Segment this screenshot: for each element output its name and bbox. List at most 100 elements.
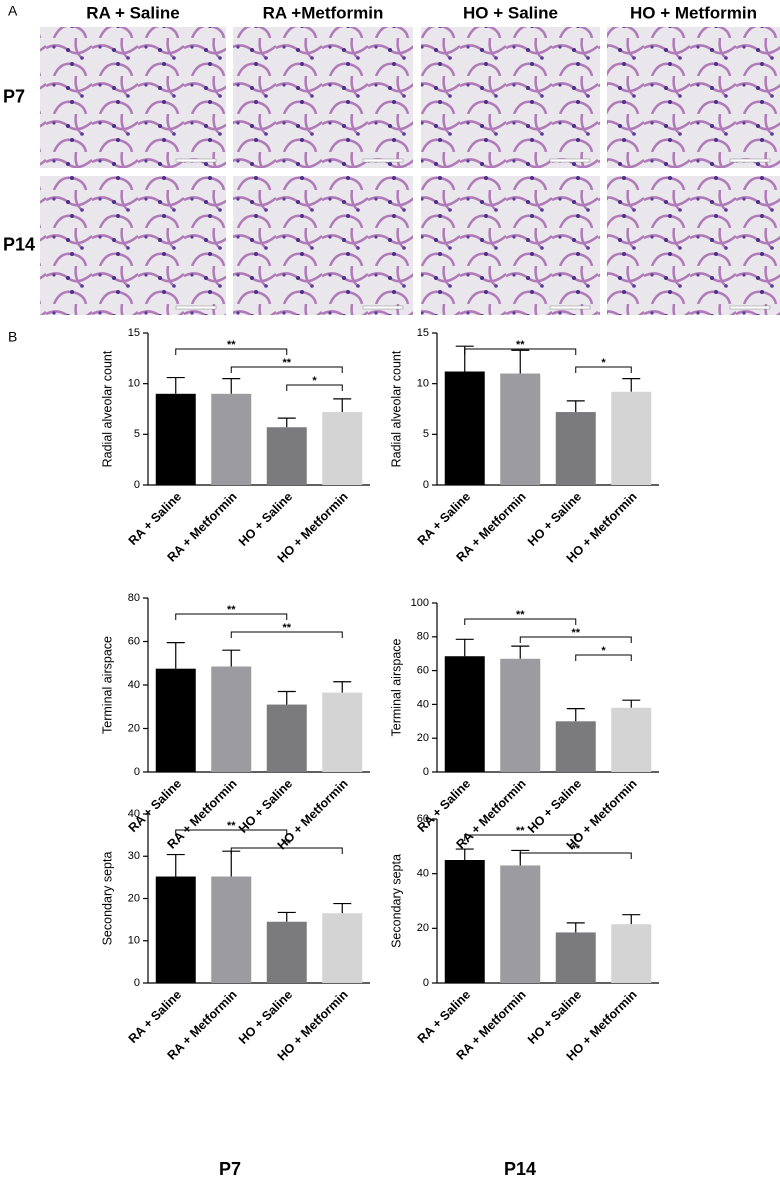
- bar: [211, 393, 252, 485]
- bar: [444, 656, 485, 772]
- histology-image: [421, 27, 600, 168]
- row-label: P14: [3, 234, 35, 254]
- significance-bracket: [230, 366, 343, 373]
- y-axis-title: Radial alveolar count: [100, 350, 114, 467]
- y-tick-label: 0: [423, 977, 429, 989]
- bar: [155, 876, 196, 983]
- bar: [611, 391, 652, 485]
- histology-image: [40, 176, 226, 315]
- scale-bar: [362, 305, 404, 310]
- bar: [555, 721, 596, 772]
- bar: [322, 913, 363, 983]
- significance-label: *: [312, 375, 317, 387]
- bar: [555, 932, 596, 983]
- column-label: P14: [504, 1159, 536, 1179]
- significance-bracket: [175, 613, 288, 620]
- significance-label: **: [227, 820, 236, 832]
- histology-image: [40, 27, 226, 168]
- y-tick-label: 20: [417, 732, 429, 744]
- histology-image: [421, 176, 600, 315]
- bar: [500, 658, 541, 772]
- y-tick-label: 0: [423, 766, 429, 778]
- significance-bracket: [464, 348, 577, 355]
- significance-label: **: [282, 622, 291, 634]
- significance-bracket: [519, 636, 632, 643]
- bar: [155, 668, 196, 772]
- column-header: HO + Saline: [463, 3, 558, 22]
- bar: [555, 412, 596, 485]
- bar: [322, 412, 363, 485]
- y-axis-title: Terminal airspace: [100, 636, 114, 734]
- y-axis-title: Terminal airspace: [389, 638, 403, 736]
- bar: [611, 707, 652, 772]
- bar: [444, 371, 485, 485]
- significance-label: **: [571, 843, 580, 855]
- bar: [322, 692, 363, 772]
- y-tick-label: 15: [128, 327, 140, 339]
- x-tick-label: HO + Saline: [525, 777, 584, 836]
- row-label: P7: [3, 86, 25, 106]
- y-axis-title: Radial alveolar count: [389, 350, 403, 467]
- significance-label: **: [516, 339, 525, 351]
- scale-bar: [362, 158, 404, 163]
- scale-bar: [175, 158, 217, 163]
- y-tick-label: 40: [417, 698, 429, 710]
- bar: [211, 876, 252, 983]
- histology-image: [233, 27, 413, 168]
- column-header: RA +Metformin: [263, 3, 384, 22]
- significance-label: **: [516, 825, 525, 837]
- bar: [611, 924, 652, 983]
- y-tick-label: 0: [134, 766, 140, 778]
- y-tick-label: 60: [417, 813, 429, 825]
- significance-label: **: [282, 357, 291, 369]
- significance-bracket: [464, 618, 577, 625]
- x-tick-label: RA + Saline: [126, 988, 184, 1046]
- significance-bracket: [464, 834, 577, 841]
- x-tick-label: RA + Saline: [415, 490, 473, 548]
- bar: [266, 427, 307, 485]
- y-tick-label: 40: [128, 679, 140, 691]
- y-axis-title: Secondary septa: [100, 852, 114, 946]
- significance-bracket: [286, 384, 343, 391]
- scale-bar: [549, 158, 591, 163]
- y-tick-label: 0: [134, 977, 140, 989]
- y-tick-label: 10: [417, 378, 429, 390]
- y-tick-label: 60: [128, 635, 140, 647]
- significance-label: **: [571, 627, 580, 639]
- x-tick-label: HO + Saline: [236, 988, 295, 1047]
- significance-bracket: [575, 654, 632, 661]
- x-tick-label: RA + Saline: [415, 777, 473, 835]
- x-tick-label: HO + Saline: [236, 777, 295, 836]
- bar: [266, 704, 307, 772]
- y-tick-label: 15: [417, 327, 429, 339]
- significance-bracket: [175, 829, 288, 836]
- histology-image: [607, 27, 780, 168]
- y-tick-label: 20: [128, 892, 140, 904]
- y-tick-label: 20: [128, 722, 140, 734]
- y-tick-label: 5: [134, 428, 140, 440]
- histology-image: [233, 176, 413, 315]
- x-tick-label: HO + Saline: [236, 490, 295, 549]
- significance-label: **: [227, 339, 236, 351]
- x-tick-label: HO + Saline: [525, 988, 584, 1047]
- column-header: HO + Metformin: [630, 3, 757, 22]
- y-tick-label: 100: [411, 597, 429, 609]
- x-tick-label: HO + Saline: [525, 490, 584, 549]
- scale-bar: [549, 305, 591, 310]
- panel-label: A: [8, 3, 18, 19]
- x-tick-label: RA + Saline: [415, 988, 473, 1046]
- scale-bar: [729, 305, 771, 310]
- bar: [155, 393, 196, 485]
- significance-bracket: [230, 631, 343, 638]
- panel-label: B: [8, 329, 17, 345]
- y-tick-label: 60: [417, 665, 429, 677]
- scale-bar: [729, 158, 771, 163]
- y-tick-label: 30: [128, 850, 140, 862]
- bar: [444, 860, 485, 983]
- bar: [500, 373, 541, 485]
- y-tick-label: 5: [423, 428, 429, 440]
- column-header: RA + Saline: [86, 3, 179, 22]
- bar: [500, 865, 541, 983]
- column-label: P7: [219, 1159, 241, 1179]
